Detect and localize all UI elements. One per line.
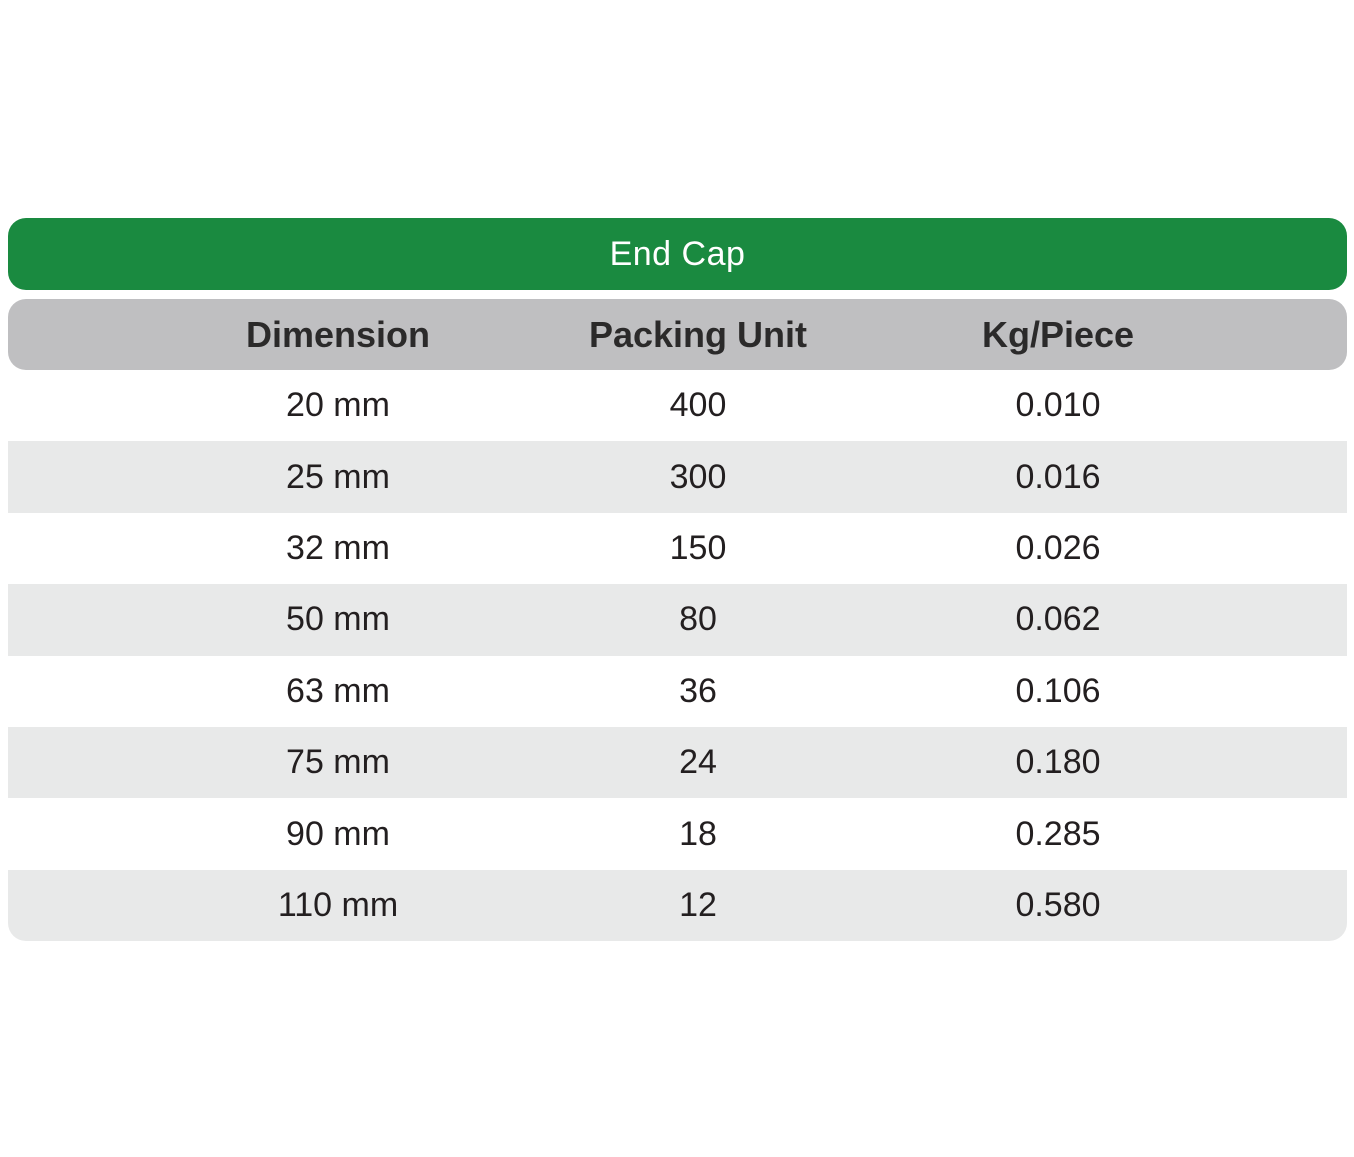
table-row: 63 mm 36 0.106	[8, 656, 1347, 727]
dimension-cell: 32 mm	[286, 528, 390, 567]
packing-unit-cell: 18	[679, 814, 717, 853]
kg-per-piece-cell: 0.180	[1015, 743, 1101, 782]
dimension-cell: 110 mm	[277, 885, 399, 924]
packing-unit-cell: 24	[679, 743, 717, 782]
column-header-dimension: Dimension	[245, 313, 431, 355]
packing-unit-cell: 300	[669, 457, 727, 496]
kg-per-piece-cell: 0.106	[1015, 671, 1101, 710]
table-row: 25 mm 300 0.016	[8, 441, 1347, 513]
packing-unit-cell: 80	[679, 600, 717, 639]
table-body: 20 mm 400 0.010 25 mm 300 0.016 32 mm 15…	[8, 370, 1347, 942]
column-header-packing-unit: Packing Unit	[588, 313, 808, 355]
dimension-cell: 20 mm	[286, 386, 390, 425]
table-row: 50 mm 80 0.062	[8, 584, 1347, 656]
packing-unit-cell: 36	[679, 671, 717, 710]
dimension-cell: 75 mm	[286, 743, 390, 782]
table-title: End Cap	[609, 234, 746, 273]
kg-per-piece-cell: 0.580	[1015, 885, 1101, 924]
dimension-cell: 25 mm	[286, 457, 390, 496]
table-row: 32 mm 150 0.026	[8, 513, 1347, 584]
dimension-cell: 63 mm	[286, 671, 390, 710]
packing-unit-cell: 12	[679, 885, 717, 924]
kg-per-piece-cell: 0.026	[1015, 528, 1101, 567]
table-row: 20 mm 400 0.010	[8, 370, 1347, 441]
kg-per-piece-cell: 0.062	[1015, 600, 1101, 639]
table-row: 75 mm 24 0.180	[8, 726, 1347, 799]
table-row: 90 mm 18 0.285	[8, 798, 1347, 869]
packing-unit-cell: 400	[669, 386, 727, 425]
dimension-cell: 90 mm	[286, 814, 390, 853]
table-title-bar: End Cap	[8, 218, 1347, 290]
dimension-cell: 50 mm	[286, 600, 390, 639]
kg-per-piece-cell: 0.010	[1015, 386, 1101, 425]
end-cap-table: End Cap Dimension Packing Unit Kg/Piece …	[8, 218, 1347, 942]
table-header-row: Dimension Packing Unit Kg/Piece	[8, 299, 1347, 370]
kg-per-piece-cell: 0.016	[1015, 457, 1101, 496]
table-row: 110 mm 12 0.580	[8, 869, 1347, 942]
packing-unit-cell: 150	[669, 528, 727, 567]
column-header-kg-piece: Kg/Piece	[981, 313, 1135, 355]
kg-per-piece-cell: 0.285	[1015, 814, 1101, 853]
